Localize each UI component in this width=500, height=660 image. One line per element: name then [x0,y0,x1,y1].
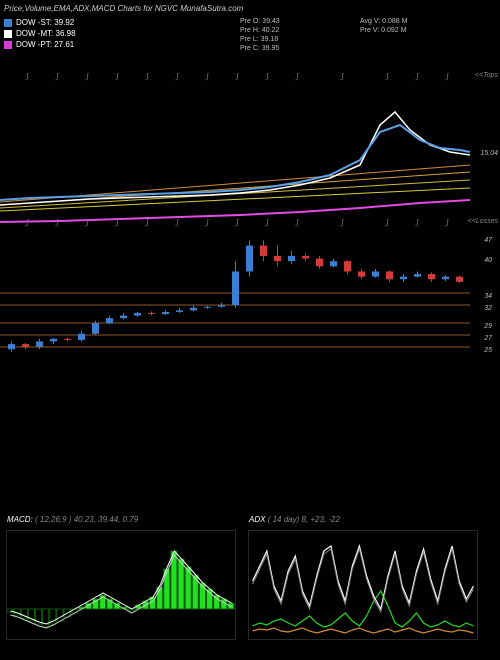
candle-chart-panel: 47 40 34 32 29 27 25 [0,225,500,385]
legend-item-pt: DOW -PT: 27.61 [4,40,76,49]
price-chart-svg [0,70,500,225]
legend-label: DOW -PT: 27.61 [16,40,74,49]
svg-text:29: 29 [483,323,492,330]
adx-svg [249,531,477,639]
candle-chart-svg: 47 40 34 32 29 27 25 [0,225,500,385]
svg-text:47: 47 [484,237,493,244]
svg-text:40: 40 [484,257,492,264]
stats-ohlc: Pre O: 39.43Pre H: 40.22Pre L: 39.18Pre … [240,18,280,54]
price-y-label: 15.04 [480,150,498,157]
macd-panel: MACD: ( 12,26,9 ) 40.23, 39.44, 0.79 [6,530,236,640]
svg-text:25: 25 [483,347,492,354]
macd-params: ( 12,26,9 ) 40.23, 39.44, 0.79 [35,515,138,524]
macd-svg [7,531,235,639]
chart-title: Price,Volume,EMA,ADX,MACD Charts for NGV… [4,4,243,13]
legend-item-mt: DOW -MT: 36.98 [4,29,76,38]
svg-text:34: 34 [484,293,492,300]
macd-label: MACD: [7,515,33,524]
legend-label: DOW -ST: 39.92 [16,18,74,27]
legend-label: DOW -MT: 36.98 [16,29,76,38]
svg-text:27: 27 [483,335,493,342]
adx-title: ADX ( 14 day) 8, +23, -22 [249,515,340,524]
adx-label: ADX [249,515,265,524]
legend-swatch [4,41,12,49]
adx-params: ( 14 day) 8, +23, -22 [268,515,340,524]
legend-swatch [4,19,12,27]
adx-panel: ADX ( 14 day) 8, +23, -22 [248,530,478,640]
legend-item-st: DOW -ST: 39.92 [4,18,76,27]
legend-swatch [4,30,12,38]
price-chart-panel: 15.04 [0,70,500,225]
legend: DOW -ST: 39.92 DOW -MT: 36.98 DOW -PT: 2… [4,18,76,51]
macd-title: MACD: ( 12,26,9 ) 40.23, 39.44, 0.79 [7,515,138,524]
stats-volume: Avg V: 0.088 MPre V: 0.092 M [360,18,407,36]
svg-text:32: 32 [484,305,492,312]
